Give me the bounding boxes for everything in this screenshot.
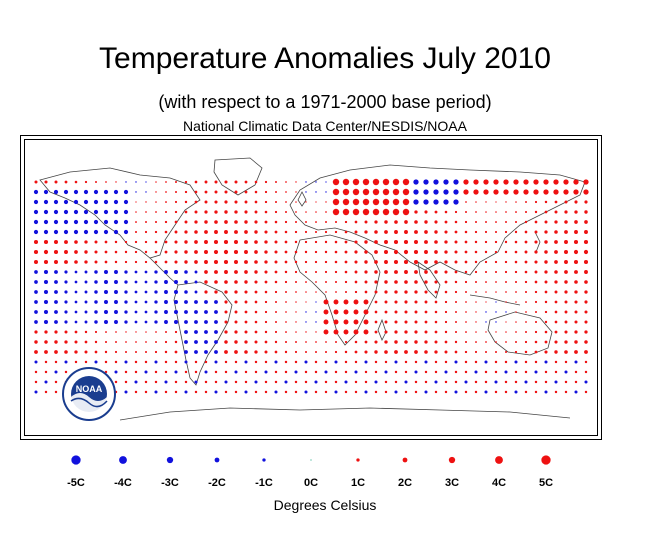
legend-label: -2C (208, 477, 226, 489)
antarctica-outline (119, 407, 571, 421)
legend-dot (166, 456, 174, 464)
indonesia-outline (469, 294, 521, 306)
noaa-logo-text: NOAA (75, 384, 103, 394)
legend-label: 0C (303, 477, 319, 489)
legend-dot (71, 455, 81, 465)
legend-label: -4C (114, 477, 132, 489)
japan-outline (534, 231, 541, 253)
legend-dot (214, 457, 220, 463)
legend-label: 1C (350, 477, 366, 489)
continent-outlines (39, 157, 586, 421)
legend-dot (495, 456, 503, 464)
north-america-outline (39, 167, 201, 259)
eurasia-outline (289, 164, 586, 276)
legend-dot (119, 456, 127, 464)
legend-units: Degrees Celsius (273, 497, 377, 513)
legend-dot (541, 455, 551, 465)
legend-label: -3C (161, 477, 179, 489)
legend-dot (262, 458, 266, 462)
legend-label: -1C (255, 477, 273, 489)
legend-label: 3C (444, 477, 460, 489)
madagascar-outline (377, 318, 387, 341)
anomaly-dots (33, 178, 589, 394)
greenland-outline (213, 157, 263, 196)
map-title: Temperature Anomalies July 2010 (99, 42, 551, 75)
legend-label: 5C (538, 477, 554, 489)
legend-dot (356, 458, 360, 462)
noaa-logo: NOAA (62, 367, 116, 421)
central-america-outline (149, 257, 179, 286)
legend-label: 2C (397, 477, 413, 489)
uk-outline (297, 191, 307, 207)
world-map-panel (20, 135, 602, 440)
africa-outline (293, 234, 381, 346)
map-inner-frame (24, 139, 598, 436)
india-outline (417, 261, 441, 299)
legend-dot (448, 456, 456, 464)
legend-dot (310, 459, 312, 461)
south-america-outline (173, 281, 233, 386)
map-source: National Climatic Data Center/NESDIS/NOA… (183, 118, 467, 134)
legend-label: 4C (491, 477, 507, 489)
map-subtitle: (with respect to a 1971-2000 base period… (158, 92, 492, 112)
legend-symbols (71, 455, 551, 465)
legend-label: -5C (67, 477, 85, 489)
legend-dot (402, 457, 408, 463)
australia-outline (487, 311, 553, 356)
